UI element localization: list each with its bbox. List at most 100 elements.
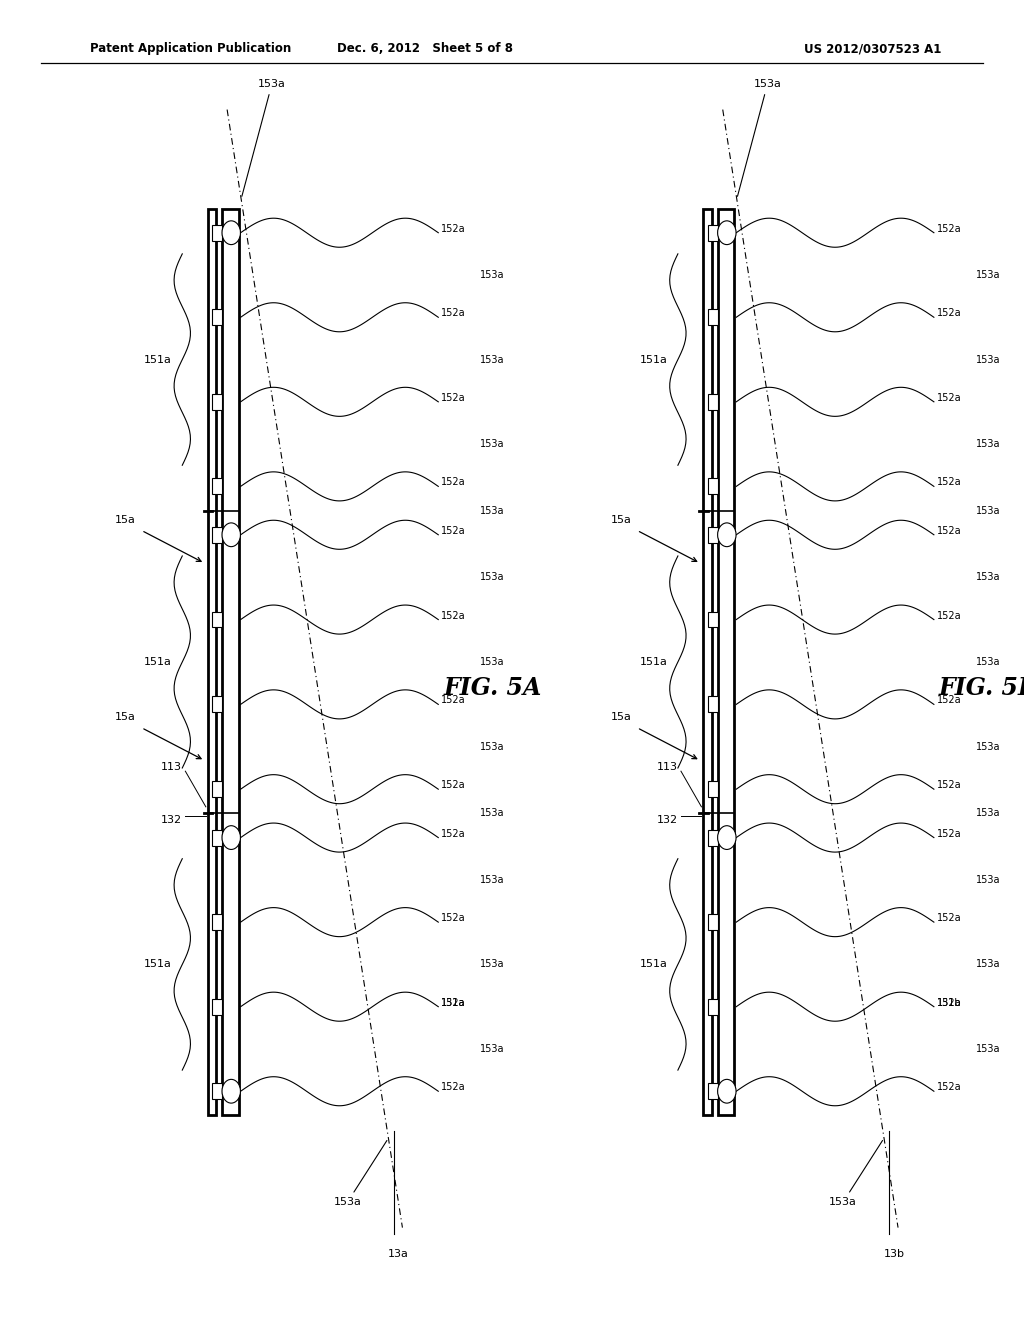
Text: 152a: 152a [441, 309, 466, 318]
Text: 151a: 151a [640, 657, 668, 667]
Text: 131b: 131b [937, 998, 962, 1007]
Text: 152a: 152a [441, 1082, 466, 1092]
Circle shape [222, 220, 241, 244]
Bar [708, 915, 718, 931]
Circle shape [718, 826, 736, 850]
Text: 153a: 153a [480, 440, 505, 449]
Bar [212, 781, 222, 797]
Text: 152a: 152a [937, 829, 962, 838]
Text: 153a: 153a [976, 960, 1000, 969]
Text: 153a: 153a [242, 79, 286, 197]
Text: 13a: 13a [388, 1249, 409, 1259]
Text: 153a: 153a [480, 657, 505, 667]
Text: 15a: 15a [116, 515, 136, 525]
Text: Dec. 6, 2012   Sheet 5 of 8: Dec. 6, 2012 Sheet 5 of 8 [337, 42, 513, 55]
Text: 15a: 15a [611, 711, 632, 722]
Bar [212, 1084, 222, 1100]
Text: 131a: 131a [441, 998, 466, 1007]
Text: 152a: 152a [937, 1082, 962, 1092]
Bar [212, 478, 222, 494]
Text: 152a: 152a [441, 525, 466, 536]
Bar [708, 1084, 718, 1100]
Text: 151a: 151a [144, 355, 172, 364]
Text: 152a: 152a [937, 913, 962, 923]
Text: 151a: 151a [640, 355, 668, 364]
Bar [212, 527, 222, 543]
Bar [212, 224, 222, 240]
Circle shape [718, 220, 736, 244]
Text: 113: 113 [656, 762, 678, 772]
Text: 152a: 152a [937, 780, 962, 791]
Bar [212, 830, 222, 846]
Text: 153a: 153a [976, 1044, 1000, 1053]
Text: 152a: 152a [441, 829, 466, 838]
Bar [212, 611, 222, 627]
Text: 153a: 153a [737, 79, 781, 197]
Text: 153a: 153a [480, 875, 505, 884]
Bar [212, 697, 222, 713]
Text: 152a: 152a [441, 696, 466, 705]
Text: 153a: 153a [480, 355, 505, 364]
Text: 153a: 153a [976, 808, 1000, 818]
Bar [718, 209, 734, 1115]
Text: 153a: 153a [976, 657, 1000, 667]
Text: 153a: 153a [976, 875, 1000, 884]
Bar [708, 478, 718, 494]
Bar [212, 915, 222, 931]
Text: 153a: 153a [976, 506, 1000, 516]
Text: 152a: 152a [441, 393, 466, 403]
Text: 153a: 153a [480, 808, 505, 818]
Bar [212, 393, 222, 409]
Text: 152a: 152a [937, 611, 962, 620]
Text: FIG. 5A: FIG. 5A [443, 676, 542, 701]
Text: 13b: 13b [884, 1249, 905, 1259]
Text: FIG. 5B: FIG. 5B [939, 676, 1024, 701]
Bar [212, 999, 222, 1015]
Text: 152a: 152a [937, 998, 962, 1007]
Bar [708, 697, 718, 713]
Text: 113: 113 [161, 762, 182, 772]
Text: 152a: 152a [937, 525, 962, 536]
Text: 152a: 152a [441, 478, 466, 487]
Text: Patent Application Publication: Patent Application Publication [90, 42, 292, 55]
Text: 153a: 153a [480, 506, 505, 516]
Text: 151a: 151a [640, 960, 668, 969]
Bar [708, 611, 718, 627]
Bar [708, 527, 718, 543]
Bar [708, 224, 718, 240]
Text: 152a: 152a [441, 913, 466, 923]
Text: 153a: 153a [480, 572, 505, 582]
Circle shape [718, 1080, 736, 1104]
Circle shape [222, 1080, 241, 1104]
Bar [708, 781, 718, 797]
Text: 132: 132 [656, 814, 678, 825]
Text: 153a: 153a [976, 355, 1000, 364]
Bar [703, 209, 712, 1115]
Text: 152a: 152a [937, 224, 962, 234]
Text: 153a: 153a [829, 1140, 883, 1208]
Bar [208, 209, 216, 1115]
Text: 15a: 15a [116, 711, 136, 722]
Text: 132: 132 [161, 814, 182, 825]
Text: 152a: 152a [441, 224, 466, 234]
Text: 153a: 153a [976, 572, 1000, 582]
Text: 152a: 152a [937, 696, 962, 705]
Text: 153a: 153a [480, 960, 505, 969]
Text: 152a: 152a [441, 780, 466, 791]
Circle shape [222, 826, 241, 850]
Text: 153a: 153a [976, 271, 1000, 280]
Circle shape [718, 523, 736, 546]
Text: 153a: 153a [480, 742, 505, 752]
Bar [212, 309, 222, 325]
Text: 152a: 152a [441, 998, 466, 1007]
Bar [708, 393, 718, 409]
Text: 151a: 151a [144, 960, 172, 969]
Text: 15a: 15a [611, 515, 632, 525]
Bar [222, 209, 239, 1115]
Text: 153a: 153a [480, 1044, 505, 1053]
Text: 151a: 151a [144, 657, 172, 667]
Text: 153a: 153a [334, 1140, 387, 1208]
Text: 153a: 153a [976, 742, 1000, 752]
Circle shape [222, 523, 241, 546]
Text: 152a: 152a [937, 478, 962, 487]
